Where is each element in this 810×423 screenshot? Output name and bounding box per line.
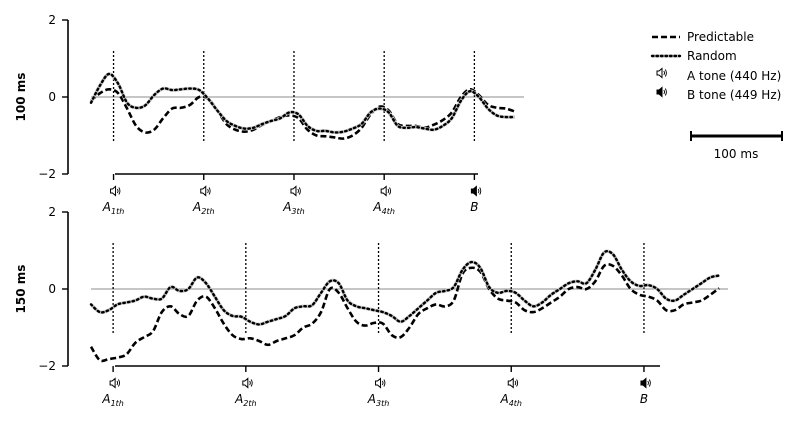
event-label: A4th — [372, 200, 395, 216]
speaker-outline-icon — [242, 377, 253, 389]
scale-bar-label: 100 ms — [714, 147, 759, 161]
panel-150ms: 2 0 −2 150 ms A1th A2th A3th A4th B — [14, 205, 728, 408]
event-label: A1th — [101, 392, 124, 408]
legend-a-tone-label: A tone (440 Hz) — [687, 69, 781, 83]
y-tick-label: 2 — [48, 13, 56, 27]
scale-bar: 100 ms — [690, 131, 783, 161]
y-tick-label: 0 — [48, 282, 56, 296]
speaker-filled-icon — [470, 185, 482, 197]
legend: Predictable Random A tone (440 Hz) B ton… — [650, 30, 781, 102]
y-axis-label: 100 ms — [14, 73, 28, 122]
series-predictable-line — [90, 88, 516, 140]
legend-b-tone-label: B tone (449 Hz) — [687, 88, 781, 102]
speaker-filled-icon — [640, 377, 651, 389]
series-random-shadow — [89, 249, 720, 327]
speaker-outline-icon — [656, 67, 667, 79]
y-tick-label: 2 — [48, 205, 56, 219]
event-label: A1th — [102, 200, 125, 216]
speaker-outline-icon — [290, 185, 301, 197]
speaker-outline-icon — [110, 185, 121, 197]
speaker-outline-icon — [375, 377, 386, 389]
legend-predictable-label: Predictable — [687, 30, 754, 44]
speaker-outline-icon — [200, 185, 211, 197]
event-label: A4th — [499, 392, 522, 408]
event-label: B — [470, 200, 478, 214]
speaker-filled-icon — [656, 86, 667, 98]
series-predictable-line — [89, 263, 720, 363]
y-axis-label: 150 ms — [14, 265, 28, 314]
legend-random-label: Random — [687, 49, 737, 63]
event-label: A3th — [282, 200, 305, 216]
event-label: B — [640, 392, 648, 406]
event-label: A3th — [367, 392, 390, 408]
speaker-outline-icon — [109, 377, 120, 389]
series-random-line — [89, 249, 721, 326]
y-tick-label: 0 — [48, 90, 56, 104]
series-random-line — [89, 72, 517, 134]
event-label: A2th — [192, 200, 215, 216]
panel-100ms: 2 0 −2 100 ms A1th A2th A3th A4th B — [14, 13, 524, 216]
event-label: A2th — [234, 392, 257, 408]
y-tick-label: −2 — [38, 359, 56, 373]
speaker-outline-icon — [380, 185, 392, 197]
y-tick-label: −2 — [38, 167, 56, 181]
speaker-outline-icon — [507, 377, 519, 389]
